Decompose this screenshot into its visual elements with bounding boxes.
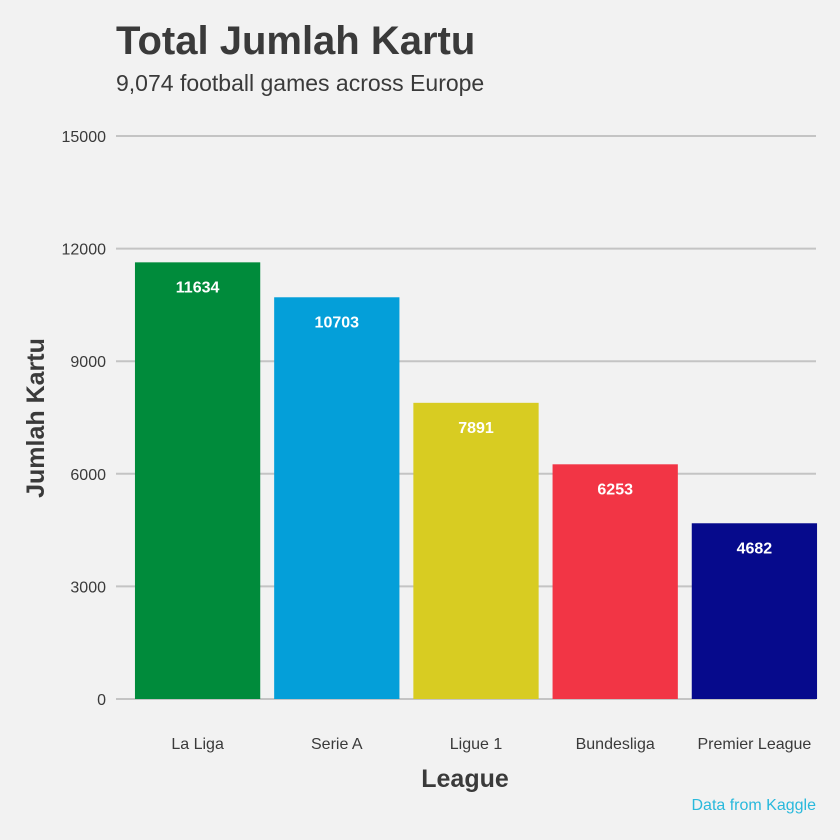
x-tick-label: Premier League	[697, 736, 811, 753]
bar-premier-league	[691, 523, 818, 699]
bar-bundesliga	[552, 464, 678, 699]
x-tick-label: Serie A	[311, 736, 363, 753]
y-tick-label: 9000	[70, 354, 106, 371]
x-tick-label: La Liga	[171, 736, 224, 753]
x-tick-label: Bundesliga	[576, 736, 655, 753]
x-axis-title: League	[421, 765, 509, 793]
bar-data-label: 11634	[176, 279, 220, 296]
bars	[134, 262, 818, 699]
bar-data-label: 7891	[458, 420, 494, 437]
bar-serie-a	[274, 297, 400, 699]
bar-data-label: 6253	[597, 481, 633, 498]
bar-ligue-1	[413, 402, 539, 699]
x-axis-tick-labels: La Liga Serie A Ligue 1 Bundesliga Premier L…	[171, 736, 811, 753]
y-tick-label: 12000	[62, 242, 107, 259]
y-tick-label: 0	[97, 692, 106, 709]
bar-data-labels: 11634 10703 7891 6253 4682	[176, 279, 773, 557]
y-tick-label: 3000	[70, 579, 106, 596]
bar-la-liga	[134, 262, 261, 699]
y-tick-label: 6000	[70, 467, 106, 484]
chart-title: Total Jumlah Kartu	[116, 19, 475, 63]
y-axis-tick-labels: 0 3000 6000 9000 12000 15000	[62, 129, 107, 709]
bar-data-label: 10703	[315, 314, 360, 331]
chart-subtitle: 9,074 football games across Europe	[116, 70, 484, 96]
y-tick-label: 15000	[62, 129, 107, 146]
x-tick-label: Ligue 1	[450, 736, 503, 753]
bar-data-label: 4682	[737, 540, 773, 557]
y-axis-title: Jumlah Kartu	[22, 338, 50, 498]
caption: Data from Kaggle	[691, 797, 816, 814]
